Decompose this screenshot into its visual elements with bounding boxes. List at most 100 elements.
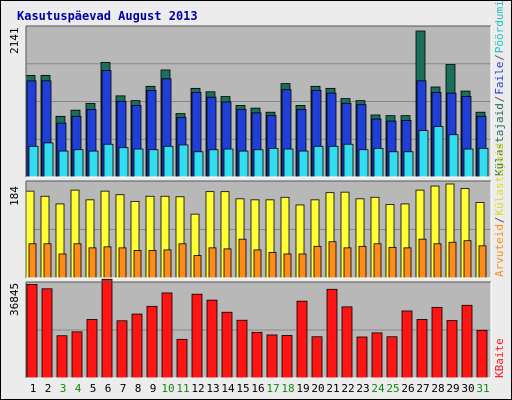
bar-arvuteid-day-14 — [223, 248, 232, 279]
x-label-day-10: 10 — [161, 382, 174, 395]
bar-pöördumisi-day-24 — [373, 147, 384, 178]
bar-kbaite-day-11 — [176, 338, 188, 379]
bar-kbaite-day-4 — [71, 331, 83, 379]
right-label-top-3: / — [493, 54, 506, 61]
right-label-middle-0: Arvuteid — [493, 224, 506, 277]
bar-arvuteid-day-13 — [208, 247, 217, 279]
x-label-day-11: 11 — [176, 382, 189, 395]
bar-arvuteid-day-7 — [118, 247, 127, 279]
bar-pöördumisi-day-30 — [463, 148, 474, 178]
bar-arvuteid-day-1 — [28, 243, 37, 279]
bar-pöördumisi-day-14 — [223, 148, 234, 178]
bar-kbaite-day-14 — [221, 311, 233, 379]
x-label-day-12: 12 — [191, 382, 204, 395]
bar-pöördumisi-day-11 — [178, 144, 189, 178]
bar-arvuteid-day-15 — [238, 238, 247, 279]
bar-pöördumisi-day-12 — [193, 151, 204, 178]
bar-kbaite-day-1 — [26, 284, 38, 379]
bar-kbaite-day-5 — [86, 319, 98, 379]
bar-arvuteid-day-9 — [148, 250, 157, 279]
bar-pöördumisi-day-17 — [268, 147, 279, 178]
bar-kbaite-day-26 — [401, 310, 413, 379]
x-label-day-22: 22 — [341, 382, 354, 395]
bar-pöördumisi-day-28 — [433, 126, 444, 178]
bar-pöördumisi-day-19 — [298, 150, 309, 178]
bar-arvuteid-day-8 — [133, 250, 142, 279]
right-label-top-4: Pöördumisi — [493, 0, 506, 53]
bar-arvuteid-day-17 — [268, 252, 277, 279]
y-max-bottom: 36845 — [8, 283, 21, 316]
bar-arvuteid-day-16 — [253, 249, 262, 279]
x-label-day-1: 1 — [30, 382, 37, 395]
bar-kbaite-day-29 — [446, 320, 458, 379]
bar-pöördumisi-day-20 — [313, 145, 324, 178]
bar-kbaite-day-25 — [386, 336, 398, 379]
bar-pöördumisi-day-25 — [388, 151, 399, 178]
x-label-day-13: 13 — [206, 382, 219, 395]
bar-arvuteid-day-3 — [58, 253, 67, 279]
bar-arvuteid-day-22 — [343, 247, 352, 279]
bar-arvuteid-day-19 — [298, 253, 307, 279]
bar-pöördumisi-day-27 — [418, 130, 429, 178]
bar-arvuteid-day-2 — [43, 243, 52, 279]
bar-arvuteid-day-10 — [163, 249, 172, 279]
x-label-day-6: 6 — [105, 382, 112, 395]
x-label-day-28: 28 — [431, 382, 444, 395]
bar-kbaite-day-6 — [101, 278, 113, 379]
x-label-day-9: 9 — [150, 382, 157, 395]
x-label-day-26: 26 — [401, 382, 414, 395]
bar-arvuteid-day-6 — [103, 246, 112, 279]
x-label-day-27: 27 — [416, 382, 429, 395]
right-label-middle-1: / — [493, 217, 506, 224]
right-label-middle-2: Külastajaid — [493, 143, 506, 216]
bar-pöördumisi-day-6 — [103, 143, 114, 178]
bar-kbaite-day-10 — [161, 292, 173, 379]
bar-kbaite-day-12 — [191, 293, 203, 379]
bar-arvuteid-day-27 — [418, 238, 427, 279]
bar-pöördumisi-day-4 — [73, 149, 84, 178]
bar-kbaite-day-7 — [116, 320, 128, 379]
panel-borders — [25, 25, 492, 379]
bar-arvuteid-day-25 — [388, 246, 397, 279]
bar-kbaite-day-16 — [251, 331, 263, 379]
bar-pöördumisi-day-3 — [58, 150, 69, 178]
bar-arvuteid-day-31 — [478, 245, 487, 279]
y-max-top: 2141 — [8, 28, 21, 55]
x-label-day-20: 20 — [311, 382, 324, 395]
x-label-day-4: 4 — [75, 382, 82, 395]
bar-kbaite-day-21 — [326, 288, 338, 379]
bar-pöördumisi-day-10 — [163, 145, 174, 178]
bar-kbaite-day-3 — [56, 335, 68, 379]
x-label-day-16: 16 — [251, 382, 264, 395]
bar-pöördumisi-day-7 — [118, 147, 129, 178]
bar-arvuteid-day-11 — [178, 243, 187, 279]
bar-kbaite-day-24 — [371, 332, 383, 379]
bar-arvuteid-day-26 — [403, 247, 412, 279]
bar-pöördumisi-day-2 — [43, 142, 54, 178]
bar-kbaite-day-22 — [341, 306, 353, 379]
right-label-bottom-0: KBaite — [493, 338, 506, 378]
bar-kbaite-day-18 — [281, 335, 293, 379]
bar-kbaite-day-13 — [206, 299, 218, 379]
bar-kbaite-day-20 — [311, 336, 323, 379]
x-label-day-8: 8 — [135, 382, 142, 395]
bar-kbaite-day-15 — [236, 319, 248, 379]
bar-arvuteid-day-5 — [88, 247, 97, 279]
bar-arvuteid-day-12 — [193, 255, 202, 279]
bar-arvuteid-day-24 — [373, 243, 382, 279]
chart-title: Kasutuspäevad August 2013 — [17, 9, 198, 23]
x-label-day-14: 14 — [221, 382, 235, 395]
bar-pöördumisi-day-31 — [478, 147, 489, 178]
bar-kbaite-day-17 — [266, 334, 278, 379]
bar-pöördumisi-day-16 — [253, 149, 264, 178]
right-series-labels: Külastajaid/Faile/PöördumisiArvuteid/Kül… — [493, 0, 506, 378]
x-label-day-24: 24 — [371, 382, 385, 395]
x-label-day-3: 3 — [60, 382, 67, 395]
bar-pöördumisi-day-13 — [208, 149, 219, 178]
x-label-day-17: 17 — [266, 382, 279, 395]
y-max-middle: 184 — [8, 186, 21, 206]
bar-kbaite-day-30 — [461, 304, 473, 379]
bar-arvuteid-day-18 — [283, 253, 292, 279]
bar-pöördumisi-day-26 — [403, 151, 414, 178]
